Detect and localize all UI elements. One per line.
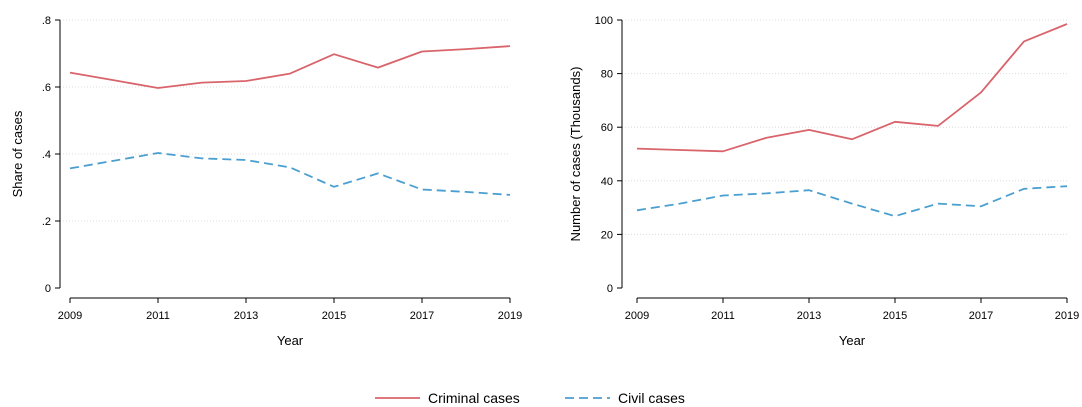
y-tick-label-4: 80 <box>601 69 613 81</box>
y-tick-label-0: 0 <box>45 283 51 295</box>
y-tick-label-3: 60 <box>601 122 613 134</box>
left-chart-share-of-cases: 0 .2 .4 .6 .8 2009 2011 2013 2015 2017 2019 Year Sha… <box>10 15 522 348</box>
x-tick-label-2: 2013 <box>797 310 821 322</box>
y-tick-label-2: 40 <box>601 176 613 188</box>
x-axis-title: Year <box>277 333 304 348</box>
x-tick-label-5: 2019 <box>498 310 522 322</box>
x-tick-label-5: 2019 <box>1055 310 1079 322</box>
x-tick-label-2: 2013 <box>234 310 258 322</box>
criminal-cases-line <box>69 45 511 89</box>
criminal-cases-line <box>636 23 1068 153</box>
x-tick-label-0: 2009 <box>625 310 649 322</box>
x-axis-title: Year <box>839 333 866 348</box>
y-tick-label-5: 100 <box>595 15 613 27</box>
x-tick-label-3: 2015 <box>883 310 907 322</box>
y-tick-label-0: 0 <box>607 283 613 295</box>
y-axis-title: Number of cases (Thousands) <box>568 67 583 242</box>
y-tick-label-1: .2 <box>42 216 51 228</box>
right-chart-number-of-cases: 0 20 40 60 80 100 2009 2011 2013 2015 2017 2019 Year… <box>568 15 1079 348</box>
y-tick-label-4: .8 <box>42 15 51 27</box>
y-axis-title: Share of cases <box>10 110 25 197</box>
legend-label-0: Criminal cases <box>428 390 520 406</box>
x-tick-label-4: 2017 <box>410 310 434 322</box>
y-tick-label-1: 20 <box>601 229 613 241</box>
y-tick-label-3: .6 <box>42 82 51 94</box>
x-tick-label-1: 2011 <box>711 310 735 322</box>
legend: Criminal cases Civil cases <box>375 390 685 406</box>
x-tick-label-1: 2011 <box>146 310 170 322</box>
x-tick-label-0: 2009 <box>58 310 82 322</box>
y-tick-label-2: .4 <box>42 149 51 161</box>
x-tick-label-3: 2015 <box>322 310 346 322</box>
civil-cases-line <box>636 185 1068 218</box>
x-tick-label-4: 2017 <box>969 310 993 322</box>
civil-cases-line <box>69 152 511 196</box>
legend-label-1: Civil cases <box>618 390 685 406</box>
